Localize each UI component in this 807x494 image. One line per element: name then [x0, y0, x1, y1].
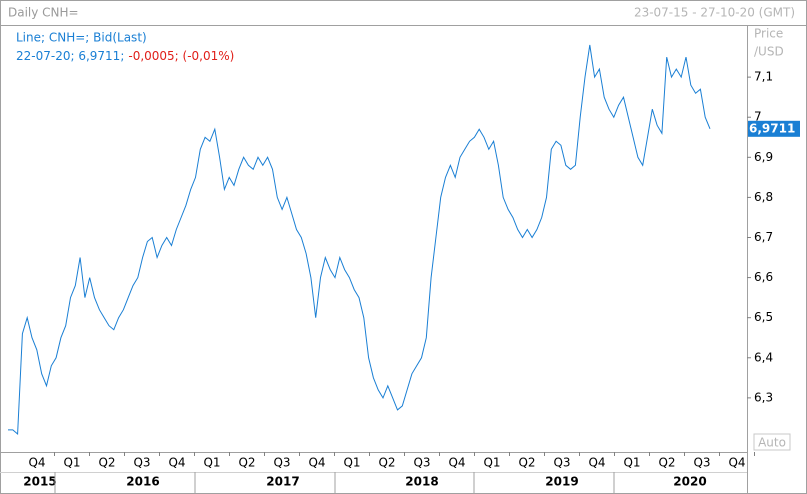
x-tick-label: Q3 [553, 456, 570, 470]
x-tick-label: Q3 [273, 456, 290, 470]
date-range: 23-07-15 - 27-10-20 (GMT) [634, 6, 795, 20]
y-axis-label: Price [754, 27, 783, 41]
legend-change: -0,0005; (-0,01%) [128, 49, 234, 63]
year-label: 2015 [23, 475, 56, 489]
x-tick-label: Q2 [518, 456, 535, 470]
legend-line: Line; CNH=; Bid(Last) [16, 31, 147, 45]
chart-title: Daily CNH= [8, 6, 79, 20]
x-tick-label: Q2 [98, 456, 115, 470]
year-label: 2016 [126, 475, 159, 489]
y-tick-label: 6,5 [754, 310, 773, 324]
x-tick-label: Q2 [238, 456, 255, 470]
year-label: 2017 [266, 475, 299, 489]
y-tick-label: 7,1 [754, 70, 773, 84]
last-value-marker [748, 120, 800, 137]
y-tick-label: 6,7 [754, 230, 773, 244]
auto-button-label[interactable]: Auto [758, 436, 786, 450]
x-tick-label: Q4 [588, 456, 605, 470]
x-tick-label: Q3 [413, 456, 430, 470]
x-tick-label: Q4 [168, 456, 185, 470]
y-tick-label: 7 [754, 110, 762, 124]
x-tick-label: Q4 [728, 456, 745, 470]
y-axis-label: /USD [754, 45, 784, 59]
legend-info-text: 22-07-20; 6,9711; [16, 49, 124, 63]
year-label: 2018 [405, 475, 438, 489]
year-label: 2020 [673, 475, 706, 489]
price-line [8, 44, 711, 436]
x-tick-label: Q1 [203, 456, 220, 470]
year-label: 2019 [545, 475, 578, 489]
x-tick-label: Q4 [28, 456, 45, 470]
last-value-label: 6,9711 [749, 121, 795, 135]
legend-info: 22-07-20; 6,9711; -0,0005; (-0,01%) [16, 49, 234, 63]
y-tick-label: 6,8 [754, 190, 773, 204]
x-tick-label: Q1 [483, 456, 500, 470]
y-tick-label: 6,3 [754, 390, 773, 404]
x-tick-label: Q1 [63, 456, 80, 470]
x-tick-label: Q4 [308, 456, 325, 470]
y-tick-label: 6,6 [754, 270, 773, 284]
auto-button[interactable] [753, 433, 791, 451]
x-tick-label: Q2 [378, 456, 395, 470]
x-tick-label: Q1 [623, 456, 640, 470]
x-tick-label: Q3 [133, 456, 150, 470]
y-tick-label: 6,4 [754, 350, 773, 364]
x-tick-label: Q3 [693, 456, 710, 470]
y-tick-label: 6,9 [754, 150, 773, 164]
x-tick-label: Q4 [448, 456, 465, 470]
x-tick-label: Q2 [658, 456, 675, 470]
x-tick-label: Q1 [343, 456, 360, 470]
